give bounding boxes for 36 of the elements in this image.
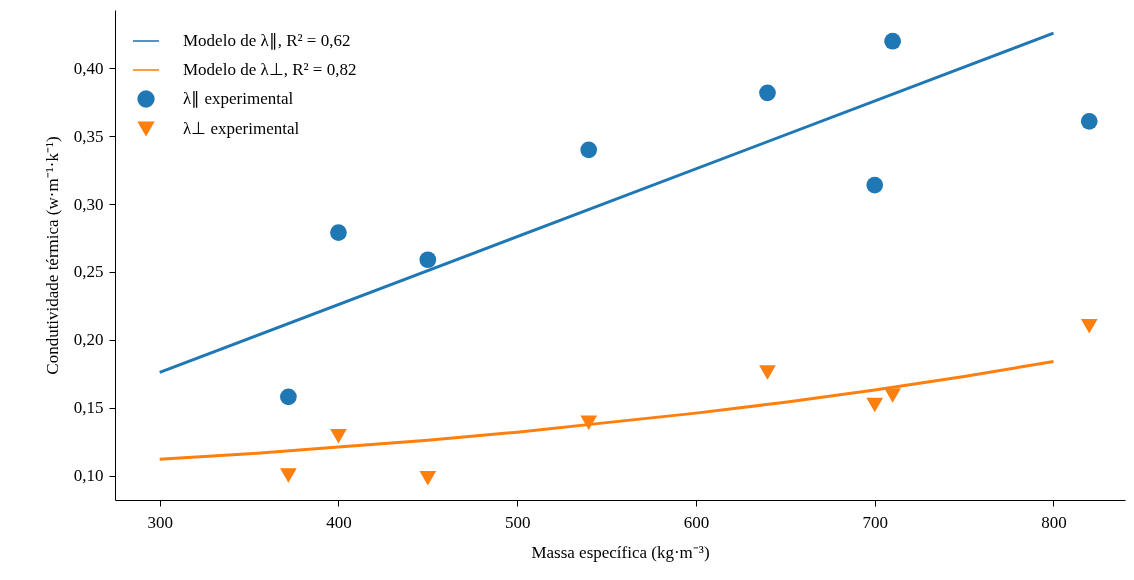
x-tick-label: 600: [683, 512, 710, 532]
point: [419, 471, 437, 486]
point: [1080, 112, 1098, 130]
legend-label: Modelo de λ∥, R² = 0,62: [183, 31, 351, 50]
y-axis-title: Condutividade térmica (w·m⁻¹·k⁻¹): [42, 136, 62, 375]
y-tick-label: 0,10: [73, 466, 104, 486]
y-tick-label: 0,15: [73, 398, 104, 418]
y-tick-label: 0,20: [73, 330, 104, 350]
point: [1080, 319, 1098, 334]
point: [759, 84, 776, 102]
legend-label: λ⊥ experimental: [183, 119, 300, 138]
y-tick-label: 0,30: [73, 194, 104, 214]
x-axis-title: Massa específica (kg·m⁻³): [531, 542, 710, 562]
point: [884, 32, 901, 50]
y-tick-label: 0,35: [73, 126, 104, 146]
point: [330, 428, 347, 444]
x-tick-label: 500: [504, 512, 531, 532]
point: [280, 468, 297, 483]
x-tick-label: 400: [326, 512, 352, 532]
point: [759, 365, 776, 380]
line-series: [158, 360, 1055, 461]
point: [580, 141, 598, 159]
x-tick-label: 800: [1041, 512, 1067, 532]
x-tick-label: 300: [147, 512, 173, 532]
y-tick-label: 0,25: [73, 262, 104, 282]
point: [866, 397, 884, 413]
point: [330, 224, 347, 241]
point: [580, 415, 598, 430]
point: [419, 251, 437, 269]
legend-label: λ∥ experimental: [183, 89, 294, 108]
point: [866, 176, 884, 194]
y-tick-label: 0,40: [73, 58, 104, 78]
legend-label: Modelo de λ⊥, R² = 0,82: [183, 60, 357, 79]
point: [280, 388, 297, 406]
x-tick-label: 700: [862, 512, 888, 532]
point: [884, 388, 901, 403]
